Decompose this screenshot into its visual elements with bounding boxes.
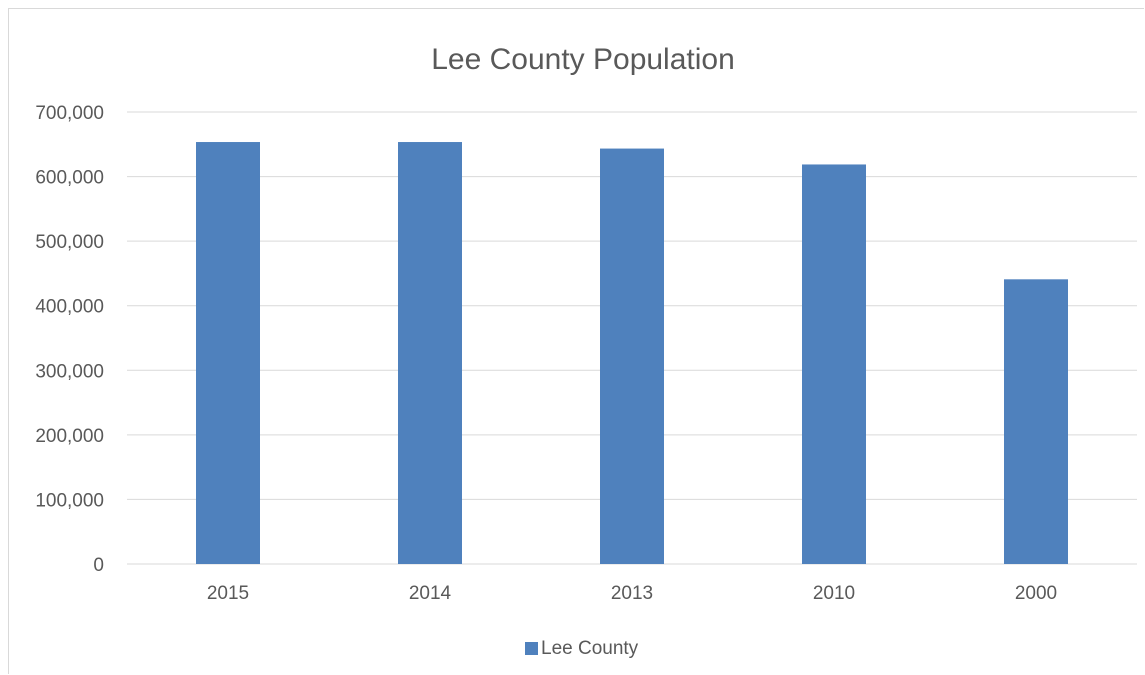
x-tick-label: 2000 (1015, 583, 1057, 604)
bar-2000 (1004, 279, 1068, 564)
x-tick-label: 2015 (207, 583, 249, 604)
bar-chart: Lee County Population 0 100,000 200,000 300… (35, 43, 1137, 659)
legend-swatch-lee-county (525, 642, 538, 655)
x-tick-label: 2013 (611, 583, 653, 604)
bar-2014 (398, 142, 462, 564)
bar-2013 (600, 148, 664, 565)
legend: Lee County (525, 638, 639, 659)
y-tick-label: 400,000 (35, 297, 104, 318)
bars (196, 142, 1068, 565)
y-tick-label: 500,000 (35, 232, 104, 253)
chart-title: Lee County Population (431, 43, 735, 76)
y-tick-label: 0 (93, 555, 104, 576)
y-tick-label: 200,000 (35, 426, 104, 447)
chart-container: Lee County Population 0 100,000 200,000 300… (8, 8, 1144, 674)
y-tick-label: 300,000 (35, 361, 104, 382)
y-tick-label: 100,000 (35, 490, 104, 511)
legend-label-lee-county: Lee County (541, 638, 639, 659)
y-tick-label: 700,000 (35, 103, 104, 124)
x-tick-label: 2014 (409, 583, 452, 604)
x-tick-label: 2010 (813, 583, 855, 604)
y-tick-label: 600,000 (35, 168, 104, 189)
x-axis-ticks: 2015 2014 2013 2010 2000 (207, 583, 1057, 604)
bar-2010 (802, 164, 866, 564)
bar-2015 (196, 142, 260, 564)
y-axis-ticks: 0 100,000 200,000 300,000 400,000 500,000 600,… (35, 103, 104, 576)
